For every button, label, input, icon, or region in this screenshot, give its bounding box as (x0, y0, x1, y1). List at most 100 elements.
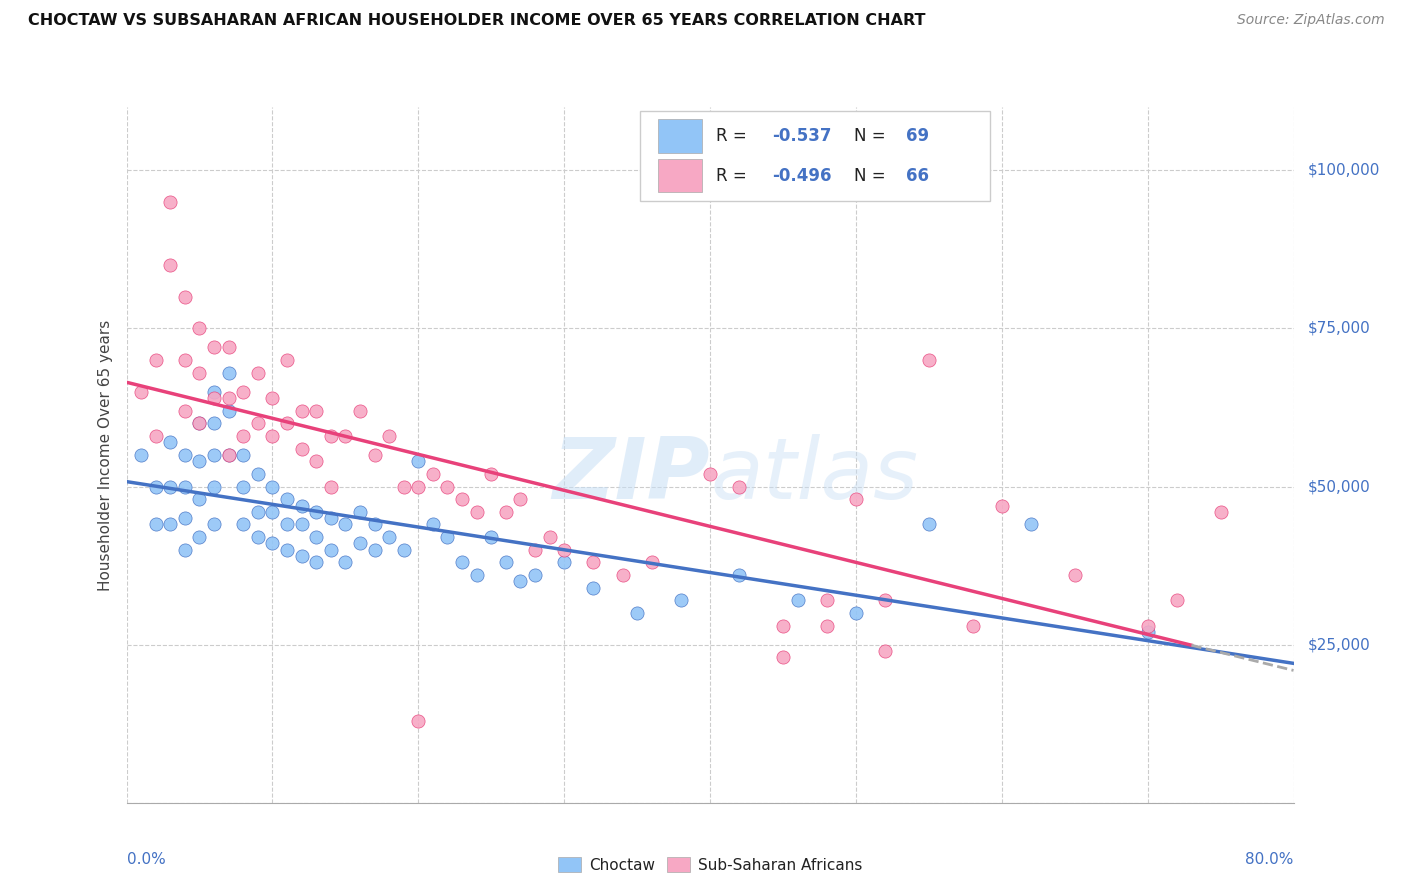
Point (188, 417, 211, 431)
Point (451, 492, 474, 507)
Point (232, 448, 254, 462)
Text: N =: N = (853, 127, 890, 145)
Point (349, 536, 371, 550)
Text: $50,000: $50,000 (1308, 479, 1371, 494)
Point (246, 366, 269, 380)
Point (276, 492, 298, 507)
Point (990, 499, 1012, 513)
Point (772, 618, 794, 632)
Point (392, 479, 415, 493)
Point (319, 542, 342, 557)
Point (319, 511, 342, 525)
Point (202, 448, 225, 462)
Point (290, 499, 312, 513)
Point (188, 492, 211, 507)
Point (159, 435, 181, 450)
Point (246, 530, 269, 544)
Point (232, 479, 254, 493)
Text: CHOCTAW VS SUBSAHARAN AFRICAN HOUSEHOLDER INCOME OVER 65 YEARS CORRELATION CHART: CHOCTAW VS SUBSAHARAN AFRICAN HOUSEHOLDE… (28, 13, 925, 29)
Point (1136, 625, 1159, 640)
Point (772, 650, 794, 665)
Text: $75,000: $75,000 (1308, 321, 1371, 336)
Point (582, 581, 605, 595)
Point (174, 448, 197, 462)
Point (479, 530, 502, 544)
Point (1019, 517, 1042, 532)
Text: $100,000: $100,000 (1308, 163, 1379, 178)
Point (669, 593, 692, 607)
Text: -0.537: -0.537 (772, 127, 831, 145)
Point (159, 194, 181, 209)
Point (875, 593, 897, 607)
Text: 69: 69 (905, 127, 929, 145)
Point (918, 353, 941, 368)
Point (392, 542, 415, 557)
Point (815, 618, 838, 632)
Point (524, 568, 547, 582)
Point (305, 505, 328, 519)
Point (918, 517, 941, 532)
Point (378, 429, 401, 443)
Text: R =: R = (716, 127, 752, 145)
Point (159, 479, 181, 493)
Point (509, 492, 531, 507)
Point (479, 467, 502, 481)
Point (246, 505, 269, 519)
Text: R =: R = (716, 167, 752, 185)
Point (290, 517, 312, 532)
Point (363, 542, 385, 557)
Point (232, 517, 254, 532)
Point (188, 530, 211, 544)
Point (218, 340, 240, 354)
Point (612, 568, 634, 582)
Point (246, 467, 269, 481)
Point (408, 454, 430, 468)
Point (408, 714, 430, 728)
Point (174, 479, 197, 493)
Point (129, 384, 152, 399)
Point (436, 479, 458, 493)
Point (174, 542, 197, 557)
Point (728, 479, 751, 493)
Point (246, 417, 269, 431)
Point (276, 542, 298, 557)
Point (262, 479, 284, 493)
Point (1209, 505, 1232, 519)
Point (626, 606, 648, 620)
Point (202, 384, 225, 399)
Point (276, 517, 298, 532)
Point (290, 442, 312, 456)
Point (524, 542, 547, 557)
Text: ZIP: ZIP (553, 434, 710, 517)
Point (218, 391, 240, 405)
Point (262, 391, 284, 405)
Point (276, 417, 298, 431)
Text: $25,000: $25,000 (1308, 637, 1371, 652)
Point (145, 517, 167, 532)
Point (553, 556, 575, 570)
Point (349, 403, 371, 417)
Point (1166, 593, 1188, 607)
Point (363, 448, 385, 462)
Point (174, 403, 197, 417)
Point (202, 517, 225, 532)
Point (349, 505, 371, 519)
Point (305, 530, 328, 544)
Point (129, 448, 152, 462)
Point (728, 568, 751, 582)
Point (188, 321, 211, 335)
Point (262, 429, 284, 443)
Point (145, 429, 167, 443)
Point (1063, 568, 1085, 582)
Point (188, 366, 211, 380)
Point (290, 549, 312, 563)
Text: Source: ZipAtlas.com: Source: ZipAtlas.com (1237, 13, 1385, 28)
Point (218, 448, 240, 462)
Point (335, 556, 357, 570)
Point (305, 403, 328, 417)
Point (202, 391, 225, 405)
Text: atlas: atlas (710, 434, 918, 517)
Point (305, 454, 328, 468)
Point (290, 403, 312, 417)
Text: 0.0%: 0.0% (127, 852, 166, 866)
